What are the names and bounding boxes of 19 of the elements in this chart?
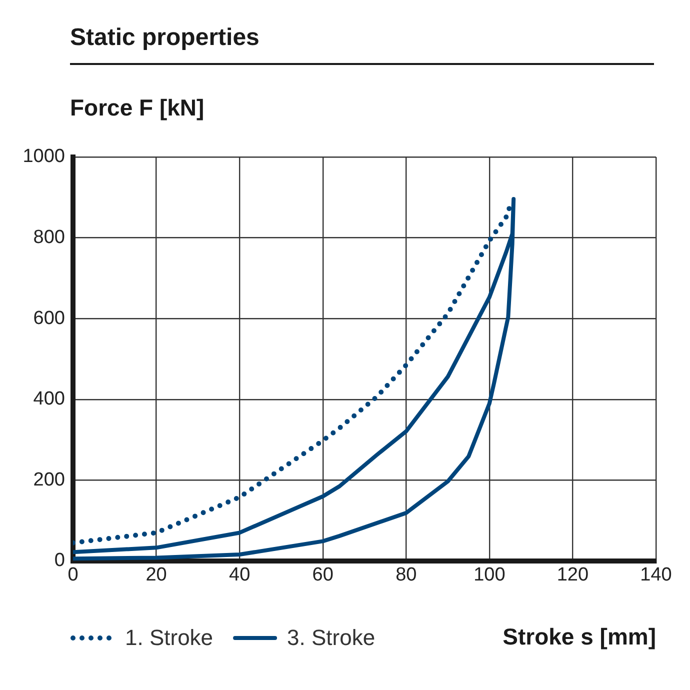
x-axis-title: Stroke s [mm]: [502, 623, 656, 650]
x-tick-label: 0: [68, 564, 78, 586]
x-tick-label: 80: [396, 564, 417, 586]
y-tick-label: 1000: [22, 146, 65, 168]
legend-label: 1. Stroke: [125, 625, 214, 650]
x-tick-label: 140: [640, 564, 672, 586]
x-tick-label: 40: [229, 564, 250, 586]
y-tick-label: 600: [33, 308, 65, 329]
x-tick-label: 20: [146, 564, 167, 586]
y-tick-label: 800: [33, 227, 65, 248]
legend-label: 3. Stroke: [287, 625, 376, 650]
y-tick-label: 0: [54, 550, 65, 572]
y-tick-label: 200: [33, 469, 65, 490]
x-tick-label: 60: [312, 564, 334, 586]
y-tick-label: 400: [33, 388, 65, 410]
x-tick-label: 100: [474, 564, 506, 586]
x-tick-label: 120: [556, 564, 589, 586]
y-axis-title: Force F [kN]: [70, 94, 204, 120]
chart-title: Static properties: [70, 24, 260, 52]
